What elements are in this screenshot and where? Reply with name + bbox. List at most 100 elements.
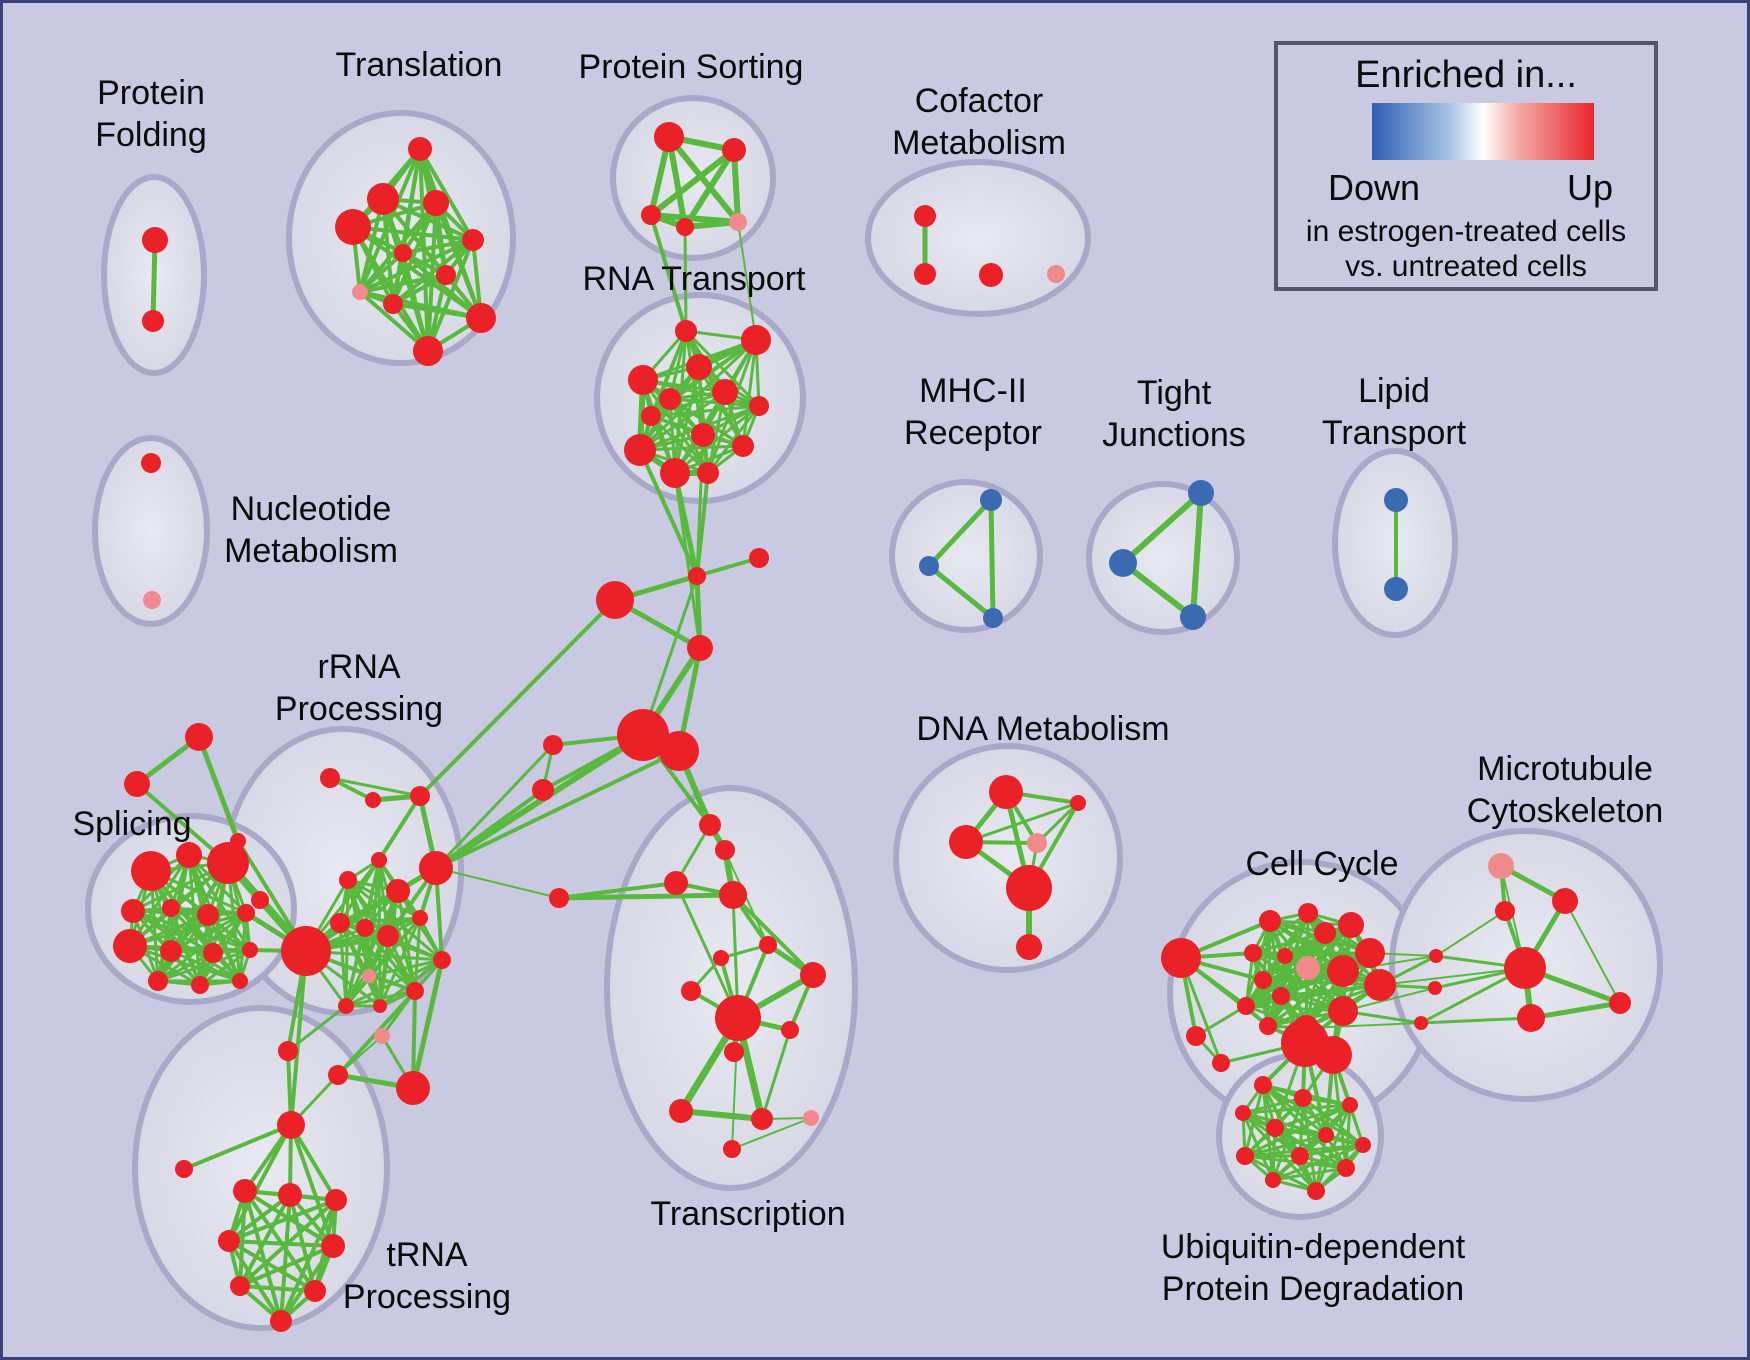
node-d1[interactable] bbox=[989, 775, 1023, 809]
node-t11[interactable] bbox=[413, 336, 443, 366]
node-rr6[interactable] bbox=[419, 851, 453, 885]
node-t5[interactable] bbox=[462, 229, 484, 251]
node-ps3[interactable] bbox=[641, 205, 661, 225]
node-cc9[interactable] bbox=[1364, 969, 1396, 1001]
node-trh[interactable] bbox=[277, 1111, 305, 1139]
node-rr19[interactable] bbox=[374, 1028, 390, 1044]
node-t10[interactable] bbox=[466, 303, 496, 333]
node-tj1[interactable] bbox=[1188, 480, 1214, 506]
node-tn2[interactable] bbox=[278, 1183, 302, 1207]
node-rr14[interactable] bbox=[433, 951, 451, 969]
node-ps4[interactable] bbox=[676, 218, 694, 236]
node-sp9[interactable] bbox=[160, 940, 182, 962]
node-tx3[interactable] bbox=[664, 871, 688, 895]
node-t6[interactable] bbox=[394, 244, 412, 262]
node-mt7[interactable] bbox=[1414, 1016, 1428, 1030]
node-cc1[interactable] bbox=[1259, 910, 1281, 932]
node-sp10[interactable] bbox=[203, 943, 223, 963]
node-tx12[interactable] bbox=[751, 1108, 773, 1130]
node-c1[interactable] bbox=[688, 567, 706, 585]
node-lt1[interactable] bbox=[1384, 488, 1408, 512]
node-mt1[interactable] bbox=[1552, 888, 1578, 914]
node-r7[interactable] bbox=[749, 396, 769, 416]
node-rr1[interactable] bbox=[320, 768, 340, 788]
node-tx10[interactable] bbox=[724, 1042, 744, 1062]
node-u1[interactable] bbox=[1254, 1076, 1272, 1094]
node-hub1[interactable] bbox=[617, 709, 669, 761]
node-cc12[interactable] bbox=[1237, 997, 1255, 1015]
node-sp12[interactable] bbox=[148, 971, 168, 991]
node-t2[interactable] bbox=[367, 183, 399, 215]
node-tx2[interactable] bbox=[715, 840, 735, 860]
node-tx11[interactable] bbox=[669, 1099, 693, 1123]
node-tx14[interactable] bbox=[723, 1140, 741, 1158]
node-u5[interactable] bbox=[1318, 1127, 1334, 1143]
node-sp2[interactable] bbox=[176, 842, 202, 868]
node-cc11[interactable] bbox=[1272, 987, 1290, 1005]
node-cc6[interactable] bbox=[1244, 944, 1262, 962]
node-sp7[interactable] bbox=[237, 904, 255, 922]
node-cc16[interactable] bbox=[1186, 1026, 1206, 1046]
node-rr2[interactable] bbox=[365, 792, 381, 808]
node-tx9[interactable] bbox=[781, 1021, 799, 1039]
node-tcl[interactable] bbox=[549, 888, 569, 908]
node-cc7[interactable] bbox=[1277, 948, 1293, 964]
node-r11[interactable] bbox=[624, 434, 656, 466]
node-mthub[interactable] bbox=[1504, 947, 1546, 989]
node-cchub2[interactable] bbox=[1314, 1036, 1352, 1074]
node-nm1[interactable] bbox=[141, 453, 161, 473]
node-r9[interactable] bbox=[691, 423, 715, 447]
node-rr5[interactable] bbox=[339, 871, 357, 889]
node-mtp[interactable] bbox=[1488, 853, 1514, 879]
node-rr10[interactable] bbox=[356, 919, 374, 937]
node-pf1[interactable] bbox=[142, 227, 168, 253]
node-d5[interactable] bbox=[1006, 865, 1052, 911]
node-ps2[interactable] bbox=[722, 138, 746, 162]
node-sp6[interactable] bbox=[197, 904, 219, 926]
node-u2[interactable] bbox=[1294, 1089, 1312, 1107]
node-cc5[interactable] bbox=[1355, 938, 1385, 968]
node-rr4[interactable] bbox=[371, 852, 387, 868]
node-hub2[interactable] bbox=[659, 731, 699, 771]
node-sp8[interactable] bbox=[113, 929, 147, 963]
node-c2[interactable] bbox=[596, 581, 634, 619]
node-rr16[interactable] bbox=[338, 998, 354, 1014]
node-txhub[interactable] bbox=[715, 995, 761, 1041]
node-tx8[interactable] bbox=[681, 981, 701, 1001]
node-t9[interactable] bbox=[383, 294, 403, 314]
node-sp13[interactable] bbox=[191, 976, 209, 994]
node-lt2[interactable] bbox=[1384, 577, 1408, 601]
node-l2[interactable] bbox=[532, 779, 554, 801]
node-cf2[interactable] bbox=[914, 263, 936, 285]
node-c3[interactable] bbox=[749, 548, 769, 568]
node-d3[interactable] bbox=[1027, 833, 1047, 853]
node-r5[interactable] bbox=[712, 379, 738, 405]
node-mt3[interactable] bbox=[1517, 1004, 1545, 1032]
node-l1[interactable] bbox=[543, 735, 563, 755]
node-r12[interactable] bbox=[660, 458, 690, 488]
node-r10[interactable] bbox=[732, 435, 754, 457]
node-st2[interactable] bbox=[124, 771, 150, 797]
node-rr15[interactable] bbox=[406, 982, 424, 1000]
node-r13[interactable] bbox=[697, 462, 719, 484]
node-rr3[interactable] bbox=[410, 786, 430, 806]
node-tx6[interactable] bbox=[759, 936, 777, 954]
node-rrx2[interactable] bbox=[328, 1065, 348, 1085]
node-t8[interactable] bbox=[352, 284, 368, 300]
node-ps5[interactable] bbox=[729, 213, 747, 231]
node-t7[interactable] bbox=[436, 265, 456, 285]
node-cc10[interactable] bbox=[1254, 971, 1272, 989]
node-rr17[interactable] bbox=[373, 999, 387, 1013]
node-u8[interactable] bbox=[1291, 1147, 1309, 1165]
node-cc13[interactable] bbox=[1328, 996, 1358, 1026]
node-u3[interactable] bbox=[1235, 1105, 1251, 1121]
node-mt2[interactable] bbox=[1495, 901, 1515, 921]
node-tj3[interactable] bbox=[1180, 604, 1206, 630]
node-tn5[interactable] bbox=[321, 1234, 345, 1258]
node-t1[interactable] bbox=[408, 137, 432, 161]
node-ccbig[interactable] bbox=[1161, 938, 1201, 978]
node-d4[interactable] bbox=[1070, 795, 1086, 811]
node-rrx1[interactable] bbox=[278, 1041, 298, 1061]
node-sp14[interactable] bbox=[232, 973, 248, 989]
node-u6[interactable] bbox=[1342, 1097, 1358, 1113]
